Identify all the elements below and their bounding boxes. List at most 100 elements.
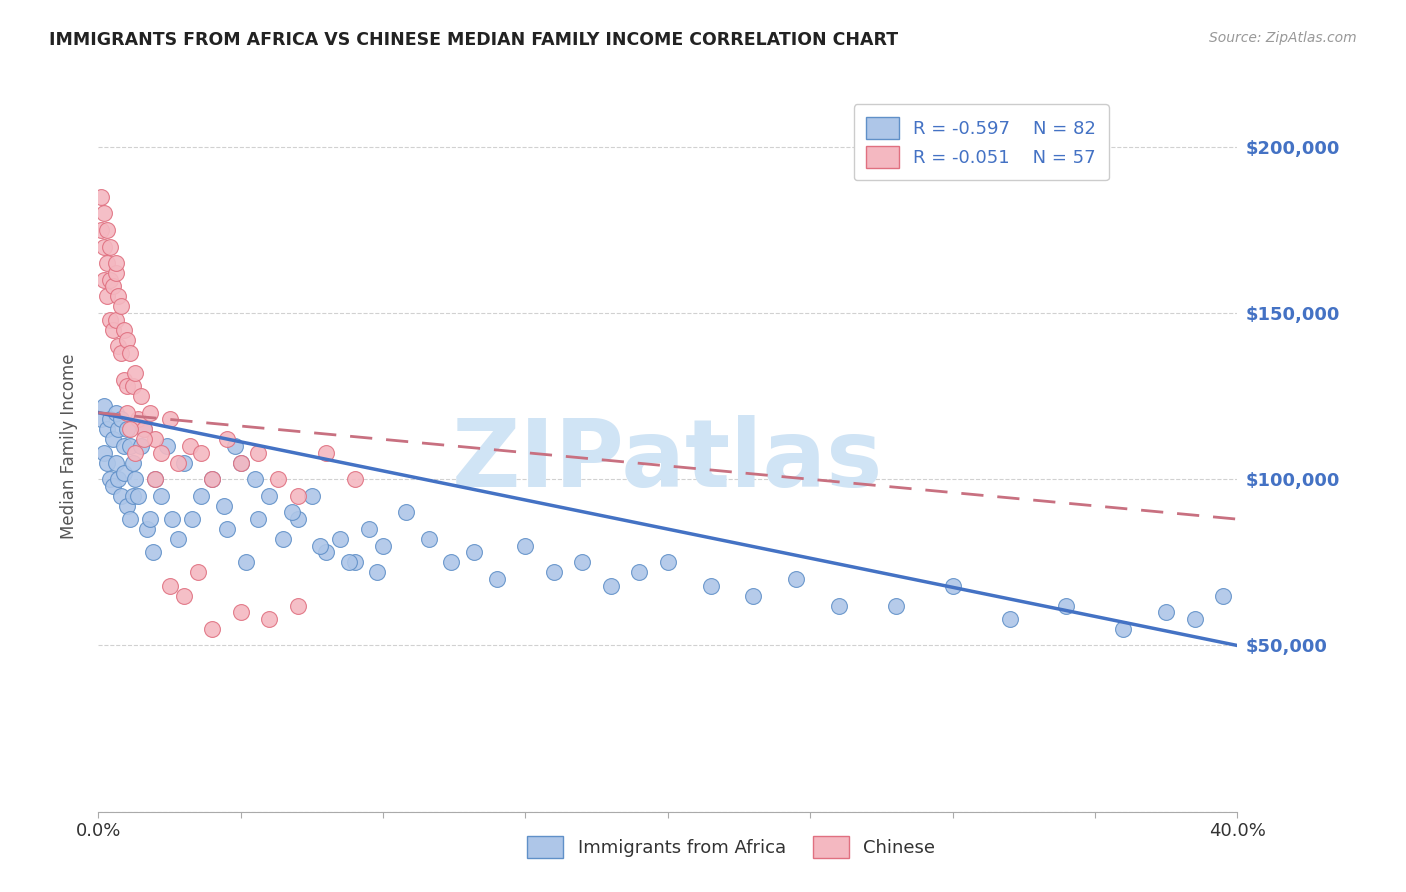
Point xyxy=(90,412,112,426)
Point xyxy=(127,412,149,426)
Point xyxy=(101,279,124,293)
Point xyxy=(337,555,360,569)
Point xyxy=(246,445,269,459)
Point xyxy=(395,506,418,520)
Point xyxy=(156,439,179,453)
Point xyxy=(190,489,212,503)
Point xyxy=(657,555,679,569)
Point xyxy=(104,256,127,270)
Point xyxy=(110,346,132,360)
Point xyxy=(287,512,309,526)
Point xyxy=(181,512,204,526)
Point xyxy=(96,256,118,270)
Point xyxy=(150,445,173,459)
Point xyxy=(1184,612,1206,626)
Point xyxy=(118,422,141,436)
Point xyxy=(543,566,565,580)
Point xyxy=(215,433,238,447)
Point xyxy=(129,389,152,403)
Point xyxy=(90,223,112,237)
Point xyxy=(107,422,129,436)
Point xyxy=(287,489,309,503)
Point xyxy=(127,489,149,503)
Point xyxy=(112,372,135,386)
Point xyxy=(235,555,257,569)
Point xyxy=(315,545,337,559)
Point xyxy=(132,422,155,436)
Legend: R = -0.597    N = 82, R = -0.051    N = 57: R = -0.597 N = 82, R = -0.051 N = 57 xyxy=(853,104,1109,180)
Point xyxy=(1212,589,1234,603)
Point xyxy=(884,599,907,613)
Point xyxy=(259,489,281,503)
Point xyxy=(121,379,143,393)
Point xyxy=(121,489,143,503)
Point xyxy=(440,555,463,569)
Point xyxy=(628,566,651,580)
Point xyxy=(145,472,167,486)
Point xyxy=(942,579,965,593)
Point xyxy=(124,366,146,380)
Point xyxy=(167,456,190,470)
Point xyxy=(138,406,160,420)
Point xyxy=(201,472,224,486)
Point xyxy=(315,445,337,459)
Point xyxy=(118,346,141,360)
Point xyxy=(96,456,118,470)
Text: IMMIGRANTS FROM AFRICA VS CHINESE MEDIAN FAMILY INCOME CORRELATION CHART: IMMIGRANTS FROM AFRICA VS CHINESE MEDIAN… xyxy=(49,31,898,49)
Point xyxy=(118,439,141,453)
Point xyxy=(145,433,167,447)
Point xyxy=(115,379,138,393)
Point xyxy=(828,599,851,613)
Point xyxy=(98,273,121,287)
Point xyxy=(173,589,195,603)
Point xyxy=(101,479,124,493)
Point xyxy=(343,472,366,486)
Point xyxy=(329,532,352,546)
Point xyxy=(267,472,290,486)
Point xyxy=(132,433,155,447)
Point xyxy=(301,489,323,503)
Point xyxy=(159,579,181,593)
Point xyxy=(96,422,118,436)
Point xyxy=(110,299,132,313)
Point xyxy=(141,545,163,559)
Point xyxy=(90,189,112,203)
Point xyxy=(115,333,138,347)
Point xyxy=(243,472,266,486)
Y-axis label: Median Family Income: Median Family Income xyxy=(59,353,77,539)
Text: Source: ZipAtlas.com: Source: ZipAtlas.com xyxy=(1209,31,1357,45)
Point xyxy=(104,266,127,280)
Point xyxy=(699,579,721,593)
Point xyxy=(366,566,388,580)
Point xyxy=(145,472,167,486)
Point xyxy=(167,532,190,546)
Point xyxy=(101,433,124,447)
Point xyxy=(287,599,309,613)
Point xyxy=(112,439,135,453)
Point xyxy=(201,622,224,636)
Point xyxy=(96,223,118,237)
Legend: Immigrants from Africa, Chinese: Immigrants from Africa, Chinese xyxy=(513,822,949,872)
Point xyxy=(129,439,152,453)
Point xyxy=(104,456,127,470)
Point xyxy=(115,406,138,420)
Point xyxy=(357,522,380,536)
Point xyxy=(112,323,135,337)
Point xyxy=(600,579,623,593)
Point xyxy=(121,456,143,470)
Point xyxy=(93,445,115,459)
Point xyxy=(187,566,209,580)
Point xyxy=(107,339,129,353)
Point xyxy=(132,422,155,436)
Point xyxy=(93,399,115,413)
Point xyxy=(115,499,138,513)
Point xyxy=(343,555,366,569)
Point xyxy=(215,522,238,536)
Point xyxy=(229,456,252,470)
Point xyxy=(112,466,135,480)
Point xyxy=(98,412,121,426)
Point xyxy=(135,522,157,536)
Point xyxy=(107,289,129,303)
Point xyxy=(309,539,332,553)
Point xyxy=(115,422,138,436)
